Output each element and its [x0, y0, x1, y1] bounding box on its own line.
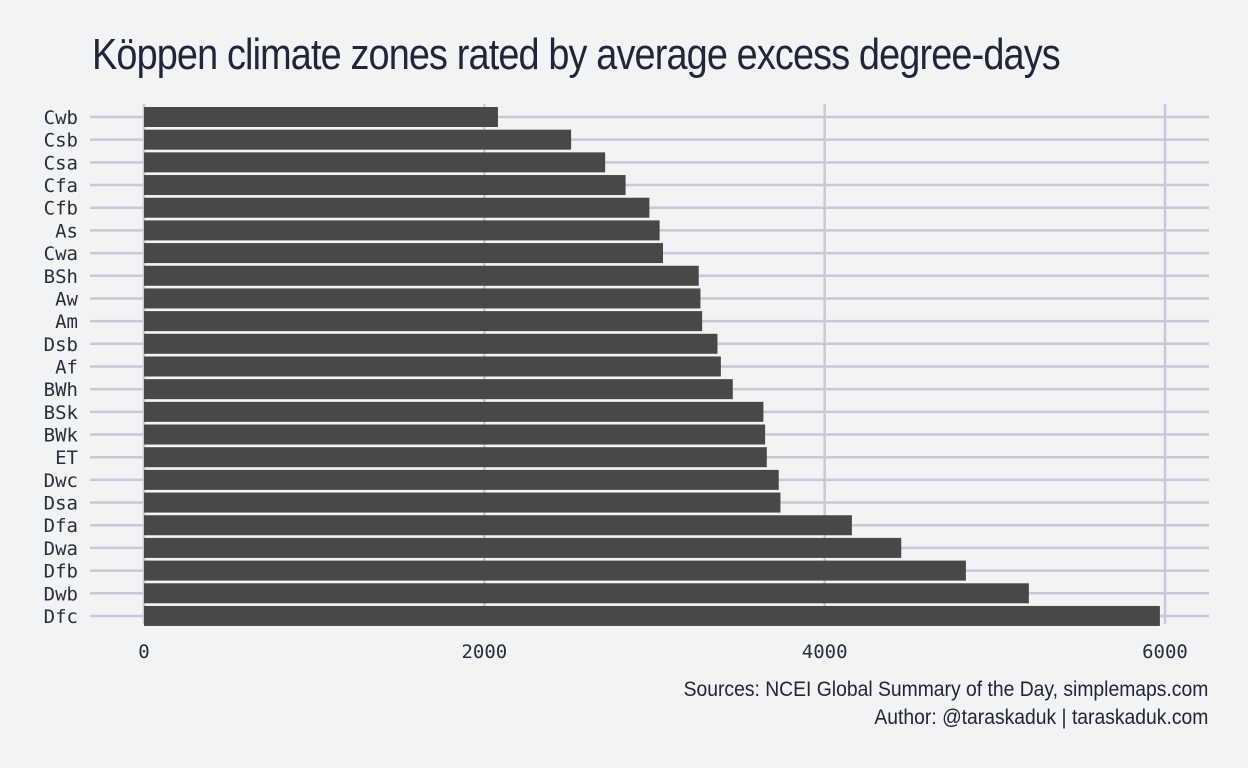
bar-bsh: [144, 265, 699, 286]
bar-cfa: [144, 175, 626, 196]
y-tick-label: BSh: [44, 266, 78, 288]
x-tick-label: 6000: [1142, 641, 1188, 663]
y-tick-label: Dfc: [44, 606, 78, 628]
caption-author: Author: @taraskaduk | taraskaduk.com: [874, 706, 1208, 729]
y-tick-label: Dwa: [44, 538, 78, 560]
y-axis-labels: CwbCsbCsaCfaCfbAsCwaBShAwAmDsbAfBWhBSkBW…: [44, 107, 79, 628]
bar-csa: [144, 152, 606, 173]
y-tick-label: Csa: [44, 152, 78, 174]
x-tick-label: 2000: [461, 641, 507, 663]
caption-sources: Sources: NCEI Global Summary of the Day,…: [683, 678, 1208, 701]
y-tick-label: Am: [55, 311, 78, 333]
bar-dsb: [144, 333, 718, 354]
bar-dfa: [144, 515, 852, 536]
bar-aw: [144, 288, 701, 309]
bar-dwb: [144, 583, 1029, 604]
bar-as: [144, 220, 660, 241]
bar-csb: [144, 129, 572, 150]
y-tick-label: Dfa: [44, 515, 78, 537]
y-tick-label: BSk: [44, 402, 79, 424]
bar-cfb: [144, 197, 650, 218]
y-tick-label: ET: [55, 447, 78, 469]
bar-bwk: [144, 424, 766, 445]
bar-am: [144, 311, 703, 332]
bars: [144, 107, 1160, 626]
x-axis-labels: 0 2000 4000 6000: [138, 641, 1188, 663]
bar-et: [144, 447, 767, 468]
bar-dwc: [144, 469, 779, 490]
bar-cwa: [144, 243, 664, 264]
chart-title: Köppen climate zones rated by average ex…: [92, 30, 1061, 79]
y-tick-label: As: [55, 220, 78, 242]
y-tick-label: Aw: [55, 288, 78, 310]
x-tick-label: 4000: [802, 641, 848, 663]
bar-bsk: [144, 401, 764, 422]
y-tick-label: BWk: [44, 425, 79, 447]
bar-dsa: [144, 492, 781, 513]
y-tick-label: Dsa: [44, 493, 78, 515]
bar-dfb: [144, 560, 966, 581]
y-tick-label: Dfb: [44, 561, 78, 583]
bar-dfc: [144, 605, 1160, 626]
x-tick-label: 0: [138, 641, 149, 663]
y-tick-label: Cwb: [44, 107, 78, 129]
y-tick-label: Cfb: [44, 198, 78, 220]
bar-bwh: [144, 379, 733, 400]
y-tick-label: Dwc: [44, 470, 78, 492]
bar-cwb: [144, 107, 498, 127]
bar-af: [144, 356, 721, 377]
y-tick-label: Dwb: [44, 583, 78, 605]
y-tick-label: BWh: [44, 379, 78, 401]
chart-caption: Sources: NCEI Global Summary of the Day,…: [683, 676, 1208, 732]
y-tick-label: Dsb: [44, 334, 78, 356]
y-tick-label: Csb: [44, 130, 78, 152]
bar-dwa: [144, 537, 902, 558]
y-tick-label: Cwa: [44, 243, 78, 265]
y-tick-label: Af: [55, 356, 78, 378]
y-tick-label: Cfa: [44, 175, 78, 197]
